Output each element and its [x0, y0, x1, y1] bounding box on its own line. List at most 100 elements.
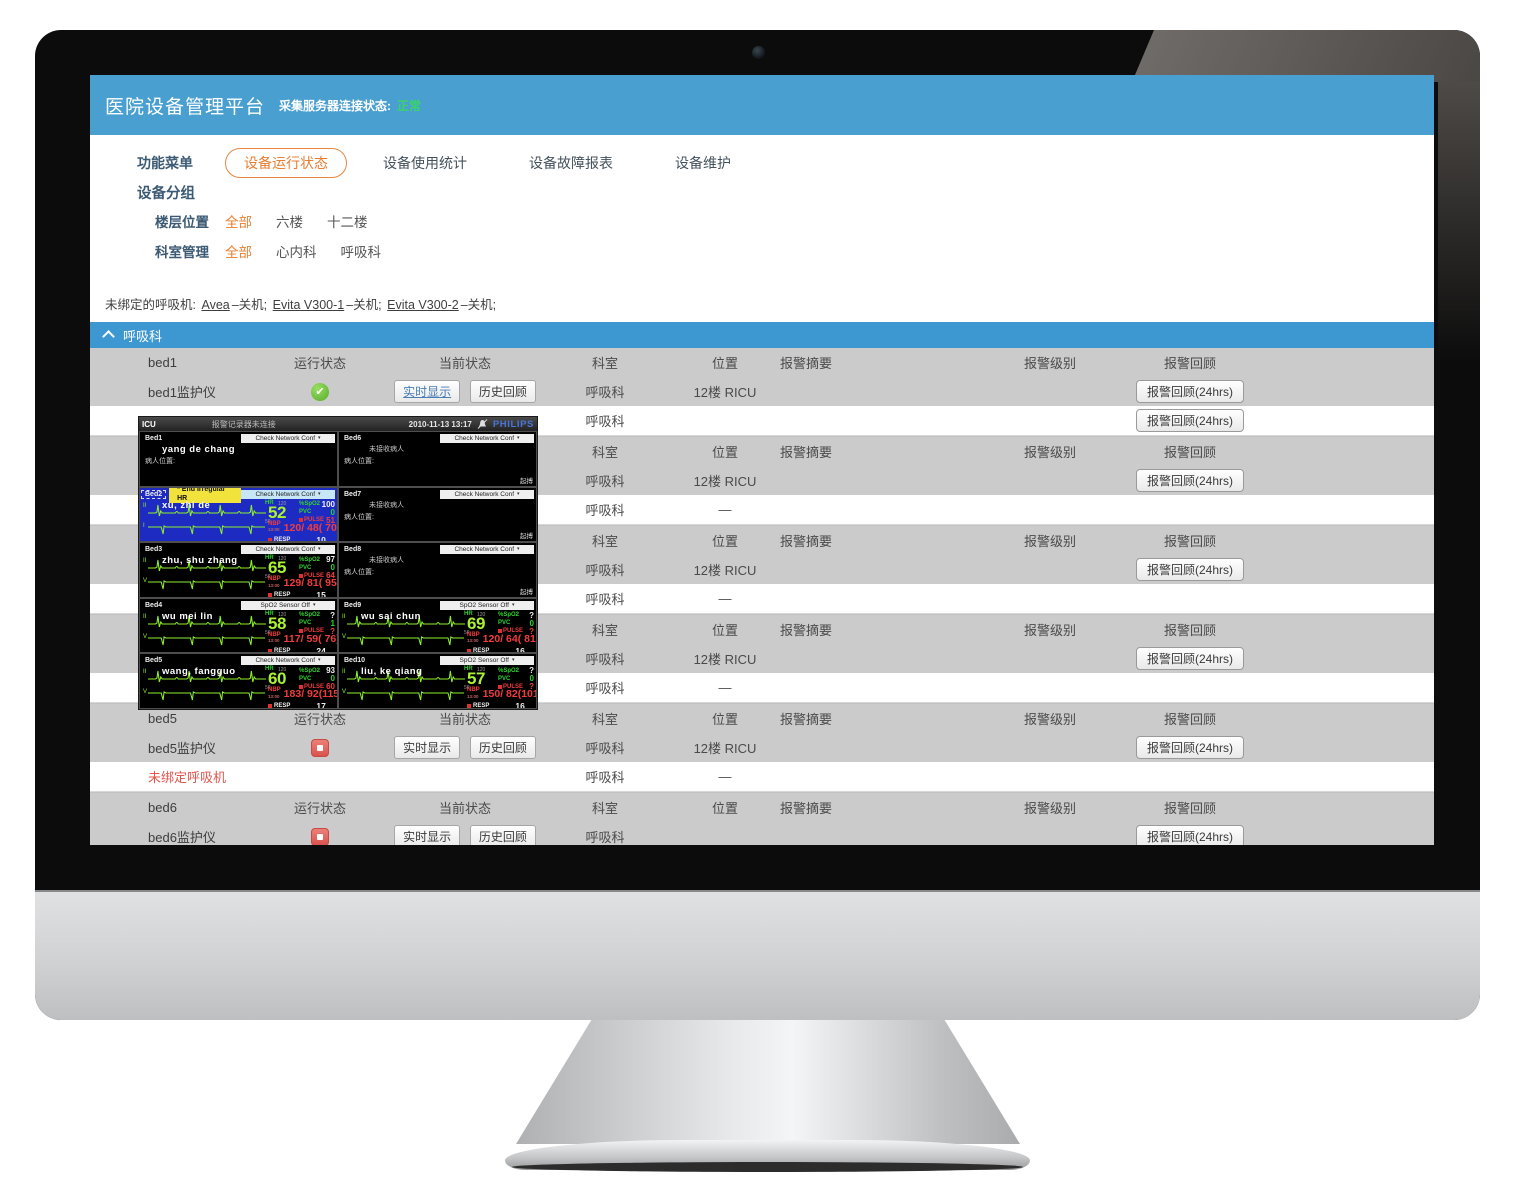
tile-status-dropdown[interactable]: Check Network Conf ▾ — [440, 545, 534, 555]
history-review-button[interactable]: 历史回顾 — [469, 825, 536, 845]
unbound-link-avea[interactable]: Avea — [201, 298, 230, 312]
col-department: 科室 — [591, 356, 618, 371]
chevron-down-icon: ▾ — [517, 490, 520, 497]
ecg-trace — [148, 504, 266, 516]
monitor-tile[interactable]: Bed3 Check Network Conf ▾ zhu, shu zhang — [139, 542, 338, 598]
alarm-review-24hrs-button[interactable]: 报警回顾(24hrs) — [1135, 469, 1244, 492]
nbp-time: 13:00 — [467, 638, 479, 644]
bed-id: bed1 — [148, 355, 177, 370]
ecg-trace — [148, 671, 266, 683]
tile-status-dropdown[interactable]: Check Network Conf ▾ — [440, 434, 534, 443]
bed-id: bed6 — [148, 800, 177, 815]
tab-device-fault-report[interactable]: 设备故障报表 — [529, 155, 613, 171]
alarm-review-24hrs-button[interactable]: 报警回顾(24hrs) — [1135, 736, 1244, 759]
monitor-tile[interactable]: Bed8 Check Network Conf ▾ 未接收病人 病人位置: 起搏 — [338, 542, 537, 598]
monitor-dept: 呼吸科 — [585, 474, 625, 489]
hr-low-limit: 50 — [464, 629, 470, 636]
tile-status-dropdown[interactable]: Check Network Conf ▾ — [241, 656, 335, 666]
monitor-dept: 呼吸科 — [585, 830, 625, 845]
vital-numerics: HR 120 50 65 %SpO2 97 — [265, 555, 335, 580]
alarm-review-24hrs-button[interactable]: 报警回顾(24hrs) — [1135, 558, 1244, 581]
unbound-link-evita-v300-1[interactable]: Evita V300-1 — [272, 298, 345, 312]
tab-device-maintenance[interactable]: 设备维护 — [675, 155, 731, 171]
filter-floor-all[interactable]: 全部 — [225, 215, 252, 230]
hr-label: HR — [265, 499, 274, 506]
tab-device-run-status[interactable]: 设备运行状态 — [225, 148, 347, 178]
monitor-tile[interactable]: Bed4 SpO2 Sensor Off ▾ wu mei lin — [139, 597, 338, 654]
alarm-review-24hrs-button[interactable]: 报警回顾(24hrs) — [1135, 380, 1244, 403]
alarm-recorder-status: 报警记录器未连接 — [211, 419, 276, 429]
status-stopped-icon — [311, 827, 329, 845]
monitor-location: 12楼 RICU — [693, 563, 757, 578]
unbound-link-evita-v300-2[interactable]: Evita V300-2 — [387, 298, 459, 312]
spo2-value: 93 — [326, 666, 335, 676]
tile-status-dropdown[interactable]: Check Network Conf ▾ — [241, 545, 335, 555]
alarm-review-24hrs-button[interactable]: 报警回顾(24hrs) — [1135, 825, 1244, 845]
col-alarm-review: 报警回顾 — [1163, 712, 1216, 727]
vital-numerics: HR 120 50 52 %SpO2 100 — [265, 499, 335, 525]
realtime-display-button[interactable]: 实时显示 — [394, 380, 461, 403]
filter-dept-all[interactable]: 全部 — [225, 245, 252, 260]
monitor-tile[interactable]: Bed1 Check Network Conf ▾ yang de chang … — [139, 431, 338, 487]
tile-status-dropdown[interactable]: Check Network Conf ▾ — [241, 434, 335, 443]
table-row: bed1监护仪 实时显示 历史回顾 呼吸科 12楼 RICU — [90, 377, 1434, 406]
col-location: 位置 — [711, 801, 738, 816]
tile-status-text: SpO2 Sensor Off — [260, 601, 310, 609]
patient-location-label: 病人位置: — [344, 569, 374, 577]
filter-dept-cardiology[interactable]: 心内科 — [276, 245, 317, 260]
tile-status-dropdown[interactable]: SpO2 Sensor Off ▾ — [440, 600, 534, 610]
unbound-status: –关机; — [346, 298, 382, 312]
history-review-button[interactable]: 历史回顾 — [469, 736, 536, 759]
ventilator-name: 未绑定呼吸机 — [148, 770, 227, 785]
monitor-dept: 呼吸科 — [585, 741, 625, 756]
alarm-review-24hrs-button[interactable]: 报警回顾(24hrs) — [1135, 409, 1244, 432]
filter-floor-6f[interactable]: 六楼 — [276, 215, 303, 230]
tile-status-dropdown[interactable]: Check Network Conf ▾ — [440, 489, 534, 499]
resp-line: RESP 16 — [467, 646, 534, 653]
realtime-display-button[interactable]: 实时显示 — [394, 825, 461, 845]
monitor-tile[interactable]: Bed5 Check Network Conf ▾ wang, fangguo — [139, 653, 338, 709]
monitor-tile[interactable]: Bed9 SpO2 Sensor Off ▾ wu sai chun — [338, 597, 537, 654]
tab-device-usage-stats[interactable]: 设备使用统计 — [383, 155, 467, 171]
spo2-label: %SpO2 — [498, 667, 520, 674]
tile-status-dropdown[interactable]: SpO2 Sensor Off ▾ — [440, 656, 534, 666]
monitor-tile[interactable]: Bed7 Check Network Conf ▾ 未接收病人 病人位置: 起搏 — [338, 486, 537, 543]
monitor-tile[interactable]: Bed2 * End Irregular HR Check Network Co… — [139, 486, 338, 543]
col-alarm-summary: 报警摘要 — [780, 801, 833, 816]
pvc-value: 0 — [330, 674, 335, 684]
tile-status-dropdown[interactable]: SpO2 Sensor Off ▾ — [241, 600, 335, 610]
col-location: 位置 — [711, 356, 738, 371]
nav-menu-label[interactable]: 功能菜单 — [137, 155, 193, 171]
section-respiratory[interactable]: 呼吸科 — [90, 322, 1434, 348]
alarm-off-icon — [268, 648, 272, 653]
filter-dept-respiratory[interactable]: 呼吸科 — [340, 245, 382, 260]
monitor-tile[interactable]: Bed10 SpO2 Sensor Off ▾ liu, ke qiang — [338, 653, 537, 709]
pulse-value: ? — [529, 626, 534, 636]
lead-label: II — [143, 613, 147, 620]
filter-department: 科室管理 全部 心内科 呼吸科 — [155, 241, 405, 261]
ventilator-location: — — [718, 680, 732, 695]
webcam-dot — [752, 46, 765, 59]
tile-status-dropdown[interactable]: Check Network Conf ▾ — [241, 489, 335, 499]
monitor-tile[interactable]: Bed6 Check Network Conf ▾ 未接收病人 病人位置: 起搏 — [338, 431, 537, 487]
pvc-label: PVC — [299, 620, 312, 627]
alarm-review-24hrs-button[interactable]: 报警回顾(24hrs) — [1135, 647, 1244, 670]
hr-label: HR — [464, 666, 473, 673]
lead-label: V — [342, 633, 347, 640]
bed-label: Bed10 — [344, 657, 366, 665]
page-title: 医院设备管理平台 — [105, 96, 266, 118]
pvc-label: PVC — [498, 620, 511, 627]
pulse-value: 60 — [326, 682, 335, 692]
realtime-display-button[interactable]: 实时显示 — [394, 736, 461, 759]
history-review-button[interactable]: 历史回顾 — [469, 380, 536, 403]
patient-name: wu sai chun — [361, 610, 421, 622]
col-alarm-summary: 报警摘要 — [780, 356, 833, 371]
nbp-line: NBP 13:00 120/ 64( 81) — [467, 631, 536, 645]
col-alarm-review: 报警回顾 — [1163, 356, 1216, 371]
ventilator-location: — — [718, 502, 732, 517]
nbp-label: NBP — [467, 631, 480, 638]
vital-numerics: HR 120 50 60 %SpO2 93 — [265, 666, 335, 692]
col-run-status: 运行状态 — [293, 356, 346, 371]
filter-floor-12f[interactable]: 十二楼 — [327, 215, 368, 230]
table-row: bed1 运行状态 当前状态 科室 位置 报警摘要 报警级别 报警回顾 — [90, 348, 1434, 377]
